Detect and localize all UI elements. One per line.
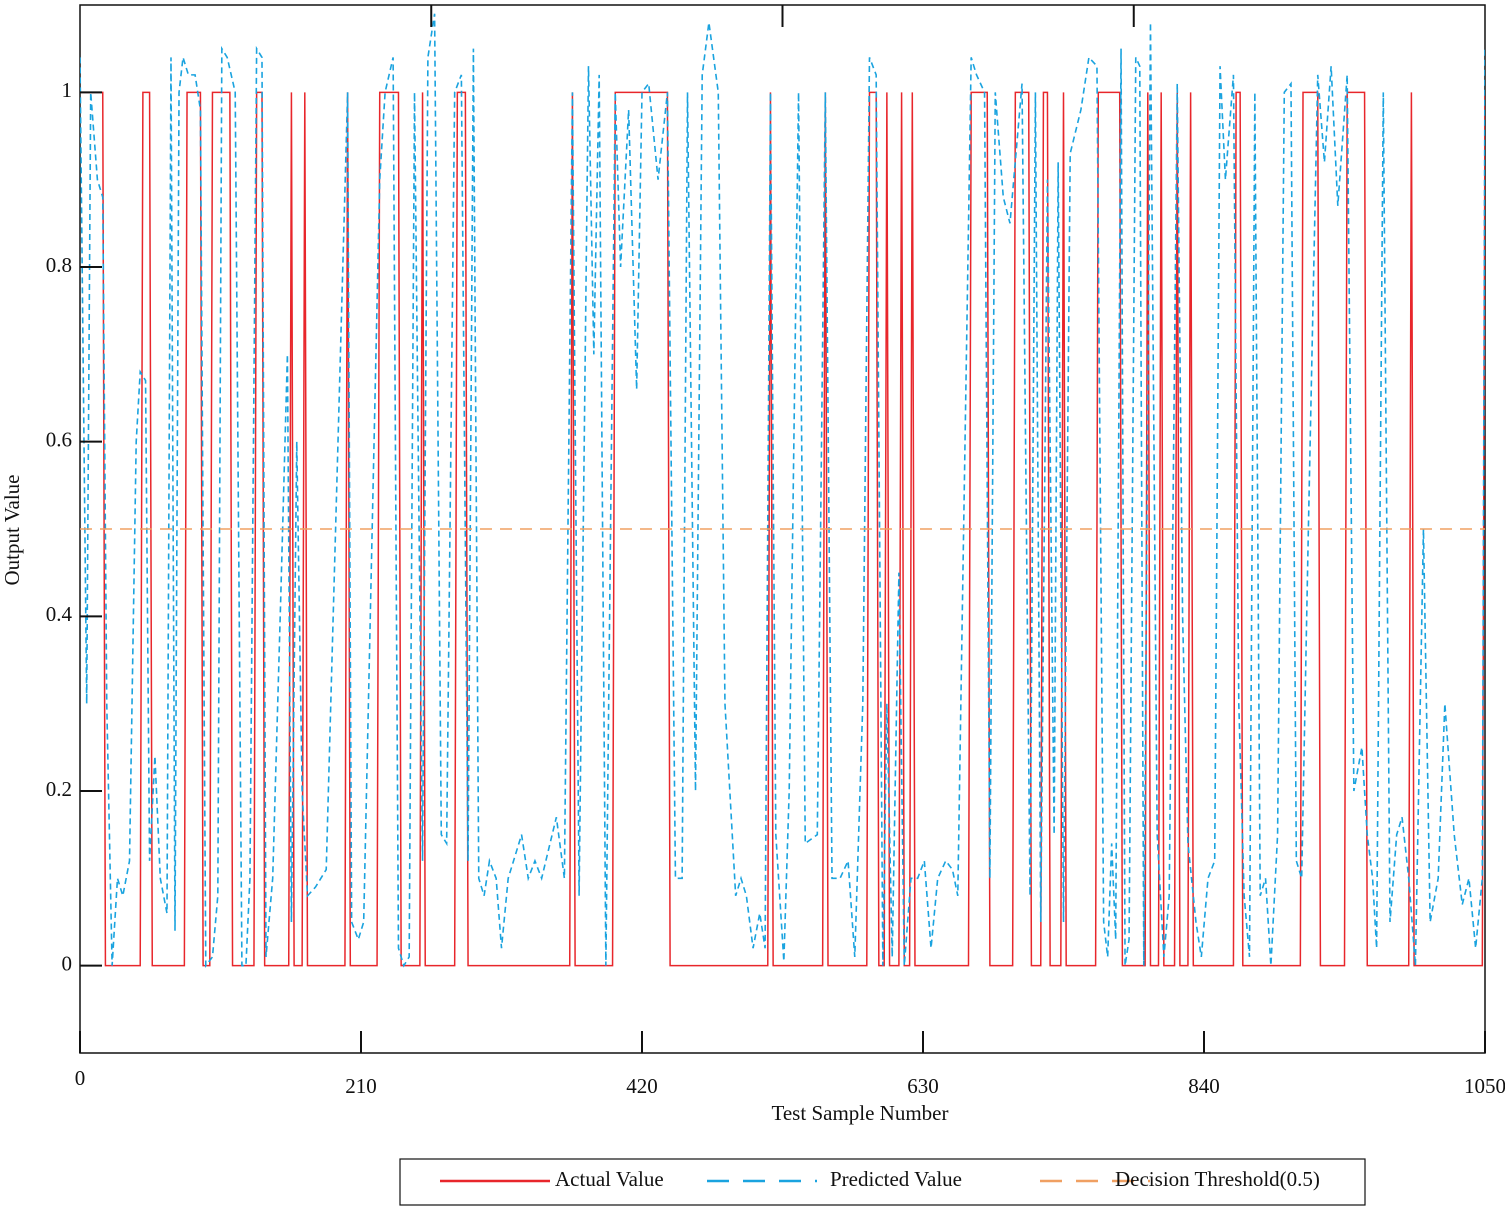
series-line: [80, 91, 1485, 967]
y-tick-label: 1: [62, 78, 73, 102]
legend-label: Actual Value: [555, 1167, 664, 1191]
x-tick-label: 1050: [1464, 1074, 1505, 1098]
legend-label: Decision Threshold(0.5): [1115, 1167, 1320, 1191]
x-tick-label: 0: [75, 1066, 86, 1090]
x-tick-label: 630: [907, 1074, 939, 1098]
y-tick-label: 0.6: [46, 427, 72, 451]
legend-label: Predicted Value: [830, 1167, 962, 1191]
y-tick-label: 0.4: [46, 602, 73, 626]
y-tick-label: 0.2: [46, 777, 72, 801]
x-tick-label: 840: [1188, 1074, 1220, 1098]
x-tick-label: 420: [626, 1074, 658, 1098]
y-tick-label: 0.8: [46, 253, 72, 277]
y-axis-label: Output Value: [0, 474, 24, 585]
plot-lines: [80, 13, 1485, 969]
series-line: [80, 13, 1485, 969]
y-tick-label: 0: [62, 951, 73, 975]
x-tick-label: 210: [345, 1074, 377, 1098]
x-axis-label: Test Sample Number: [772, 1101, 949, 1125]
legend-box: [399, 1158, 1366, 1206]
